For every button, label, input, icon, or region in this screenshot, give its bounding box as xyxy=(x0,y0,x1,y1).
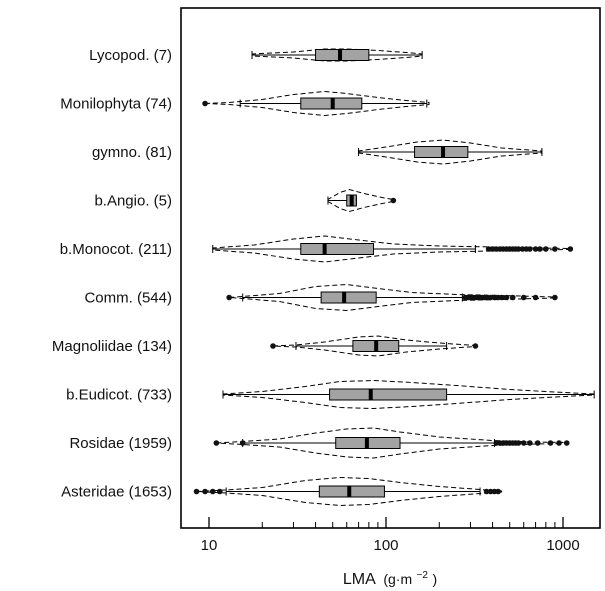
violin-outline xyxy=(205,90,430,117)
outlier-point xyxy=(487,294,494,301)
group-2 xyxy=(358,139,543,165)
outlier-point xyxy=(216,488,223,495)
iqr-box xyxy=(300,243,375,255)
category-label: Asteridae (1653) xyxy=(61,484,172,501)
category-label: Lycopod. (7) xyxy=(89,47,172,64)
x-axis-ticks: 10 100 1000 xyxy=(201,517,580,554)
group-9 xyxy=(193,476,503,507)
groups-layer xyxy=(193,48,595,507)
x-axis-title-exp: −2 xyxy=(417,570,429,581)
x-axis-title-close: ) xyxy=(432,571,437,587)
outlier-point xyxy=(520,294,527,301)
outlier-point xyxy=(485,246,492,252)
category-label: Monilophyta (74) xyxy=(60,96,172,113)
iqr-box xyxy=(318,485,385,498)
outlier-point xyxy=(213,440,220,446)
violin-outline xyxy=(229,283,556,312)
category-label: Comm. (544) xyxy=(84,290,172,307)
category-label: b.Monocot. (211) xyxy=(60,241,172,258)
group-1 xyxy=(202,90,430,117)
outlier-point xyxy=(503,294,510,301)
outlier-point xyxy=(534,440,541,446)
category-label: b.Angio. (5) xyxy=(94,193,172,210)
group-7 xyxy=(222,379,595,410)
outlier-point xyxy=(527,440,533,446)
violin-outline xyxy=(196,476,503,507)
svg-text:LMA (g·m −2: LMA (g·m −2 ) xyxy=(343,565,437,588)
outlier-point xyxy=(563,440,570,446)
iqr-box xyxy=(315,49,370,61)
outlier-point xyxy=(543,246,549,252)
outlier-point xyxy=(202,100,208,107)
category-label: gymno. (81) xyxy=(92,144,172,161)
outlier-point xyxy=(483,294,490,301)
outlier-point xyxy=(552,246,558,252)
outlier-point xyxy=(498,294,505,301)
outlier-point xyxy=(483,488,490,495)
group-5 xyxy=(226,283,558,312)
outlier-point xyxy=(226,294,232,301)
outlier-point xyxy=(390,197,397,204)
outlier-point xyxy=(547,440,554,446)
x-axis-title-main: LMA xyxy=(343,571,376,588)
iqr-box xyxy=(320,291,377,304)
outlier-point xyxy=(509,294,516,301)
x-tick-label: 1000 xyxy=(546,537,579,554)
outlier-point xyxy=(487,488,494,495)
outlier-point xyxy=(520,440,527,446)
outlier-point xyxy=(472,343,479,349)
outlier-point xyxy=(209,488,216,495)
outlier-point xyxy=(239,440,246,446)
outlier-point xyxy=(552,294,558,301)
outlier-point xyxy=(515,246,522,252)
x-tick-label: 10 xyxy=(201,537,218,554)
group-6 xyxy=(270,335,479,357)
group-4 xyxy=(212,235,574,263)
outlier-point xyxy=(532,294,539,301)
group-0 xyxy=(251,48,423,62)
violin-outline xyxy=(327,188,394,213)
outlier-point xyxy=(270,343,276,349)
violin-outline xyxy=(222,379,595,410)
outlier-point xyxy=(495,488,501,495)
plot-frame xyxy=(180,7,601,529)
x-axis-title-unit: (g·m xyxy=(383,571,412,587)
x-tick-label: 100 xyxy=(373,537,398,554)
outlier-point xyxy=(532,246,539,252)
outlier-point xyxy=(527,246,533,252)
group-3 xyxy=(327,188,397,213)
category-label: Rosidae (1959) xyxy=(69,435,172,452)
category-labels: Lycopod. (7) Monilophyta (74) gymno. (81) b… xyxy=(52,47,172,501)
outlier-point xyxy=(193,488,200,495)
outlier-point xyxy=(537,246,543,252)
x-axis-title: LMA (g·m −2 ) xyxy=(343,565,437,588)
outlier-point xyxy=(515,440,522,446)
group-8 xyxy=(213,427,570,459)
category-label: Magnoliidae (134) xyxy=(52,338,172,355)
iqr-box xyxy=(329,388,448,401)
category-label: b.Eudicot. (733) xyxy=(66,387,172,404)
violin-outline xyxy=(216,427,564,459)
outlier-point xyxy=(202,488,208,495)
outlier-point xyxy=(556,440,562,446)
outlier-point xyxy=(567,246,574,252)
